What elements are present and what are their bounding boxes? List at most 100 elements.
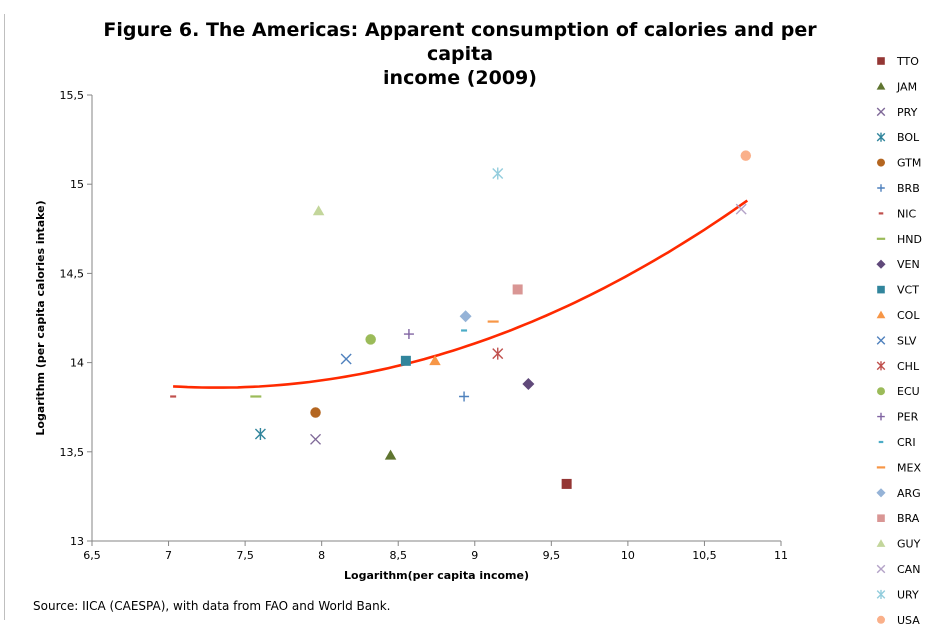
legend-marker-pry: [876, 107, 886, 117]
legend-marker-tto-shape: [877, 57, 885, 65]
legend-label-cri: CRI: [897, 436, 916, 449]
legend-marker-usa: [877, 615, 885, 624]
data-point-can-shape: [735, 203, 747, 215]
legend-marker-guy: [876, 539, 886, 547]
chart-title: Figure 6. The Americas: Apparent consump…: [90, 18, 830, 90]
trendline-layer: [173, 199, 749, 389]
legend-marker-per: [877, 412, 885, 421]
legend-marker-bra: [877, 514, 885, 522]
legend-label-mex: MEX: [897, 461, 921, 474]
data-point-arg: [459, 310, 472, 323]
data-point-ven-shape: [522, 378, 535, 391]
legend-label-ecu: ECU: [897, 385, 920, 398]
legend-marker-pry-shape: [876, 107, 886, 117]
legend-marker-vct: [877, 285, 885, 294]
x-tick-label: 8: [318, 549, 325, 562]
legend-marker-vct-shape: [877, 285, 885, 294]
legend-marker-ecu-shape: [877, 387, 885, 396]
legend-label-chl: CHL: [897, 360, 920, 373]
x-tick-label: 9: [471, 549, 478, 562]
x-tick-label: 9,5: [543, 549, 561, 562]
data-point-brb: [459, 391, 470, 402]
data-point-per-shape: [403, 329, 414, 340]
legend-marker-bol-shape: [876, 132, 886, 142]
data-point-gtm-shape: [310, 407, 321, 418]
source-note: Source: IICA (CAESPA), with data from FA…: [33, 599, 391, 613]
legend-marker-brb: [877, 184, 885, 192]
data-point-guy: [312, 205, 325, 216]
legend-label-nic: NIC: [897, 207, 916, 220]
legend-marker-arg-shape: [876, 488, 886, 498]
data-point-bra-shape: [512, 284, 523, 295]
x-tick-label: 10: [621, 549, 635, 562]
data-point-ecu-shape: [365, 334, 376, 345]
legend-label-vct: VCT: [897, 284, 919, 297]
legend-marker-chl-shape: [876, 361, 886, 371]
x-tick-label: 7: [165, 549, 172, 562]
legend-marker-guy-shape: [876, 539, 886, 547]
axes: 6,5 7 7,5 8 8,5 9 9,5 10 10,5 11 13 13,5 14 14,5 15 15,…: [34, 89, 788, 582]
legend-label-bol: BOL: [897, 131, 920, 144]
data-point-arg-shape: [459, 310, 472, 323]
legend: TTO JAM PRY BOL GTM BRB NIC HND VEN VCT COL SLV CHL E…: [876, 55, 922, 627]
chart-title-line-2: income (2009): [383, 67, 537, 89]
data-point-can: [735, 203, 747, 215]
y-tick-label: 15,5: [60, 89, 85, 102]
data-point-chl-shape: [492, 347, 504, 360]
legend-label-col: COL: [897, 309, 920, 322]
data-point-chl: [492, 347, 504, 360]
legend-marker-ven-shape: [876, 259, 886, 269]
legend-label-tto: TTO: [896, 55, 919, 68]
legend-marker-can: [876, 564, 886, 574]
y-tick-label: 14: [70, 357, 84, 370]
legend-label-arg: ARG: [897, 487, 921, 500]
data-point-bra: [512, 284, 523, 295]
left-border-rule: [4, 14, 5, 620]
legend-label-brb: BRB: [897, 182, 920, 195]
data-point-jam: [384, 449, 397, 460]
data-point-vct-shape: [400, 355, 411, 366]
x-axis-title: Logarithm(per capita income): [344, 569, 529, 582]
legend-label-guy: GUY: [897, 538, 921, 551]
data-point-ven: [522, 378, 535, 391]
x-tick-label: 6,5: [83, 549, 101, 562]
data-point-bol: [254, 427, 266, 440]
chart-title-line-1: Figure 6. The Americas: Apparent consump…: [103, 19, 817, 65]
legend-marker-brb-shape: [877, 184, 885, 192]
data-point-slv-shape: [340, 353, 352, 365]
data-point-per: [403, 329, 414, 340]
data-point-guy-shape: [312, 205, 325, 216]
x-tick-label: 10,5: [692, 549, 717, 562]
legend-label-usa: USA: [897, 614, 920, 627]
legend-label-gtm: GTM: [897, 157, 921, 170]
legend-marker-jam-shape: [876, 82, 886, 90]
x-tick-label: 7,5: [236, 549, 254, 562]
points-layer: [170, 150, 752, 489]
legend-label-ury: URY: [897, 588, 919, 601]
data-point-slv: [340, 353, 352, 365]
legend-marker-jam: [876, 82, 886, 90]
x-tick-label: 8,5: [389, 549, 407, 562]
legend-marker-ury-shape: [876, 589, 886, 599]
legend-marker-ury: [876, 589, 886, 599]
trendline: [173, 199, 749, 389]
data-point-bol-shape: [254, 427, 266, 440]
legend-label-pry: PRY: [897, 106, 918, 119]
data-point-ecu: [365, 334, 376, 345]
legend-marker-col: [876, 310, 886, 319]
legend-marker-gtm-shape: [877, 158, 885, 167]
legend-marker-can-shape: [876, 564, 886, 574]
legend-label-can: CAN: [897, 563, 920, 576]
legend-label-ven: VEN: [897, 258, 920, 271]
y-tick-label: 14,5: [60, 267, 85, 280]
data-point-usa: [740, 150, 752, 161]
legend-label-bra: BRA: [897, 512, 920, 525]
data-point-jam-shape: [384, 449, 397, 460]
legend-label-jam: JAM: [896, 80, 917, 93]
y-tick-label: 13: [70, 535, 84, 548]
x-tick-label: 11: [774, 549, 788, 562]
data-point-gtm: [310, 407, 321, 418]
legend-label-slv: SLV: [897, 334, 917, 347]
